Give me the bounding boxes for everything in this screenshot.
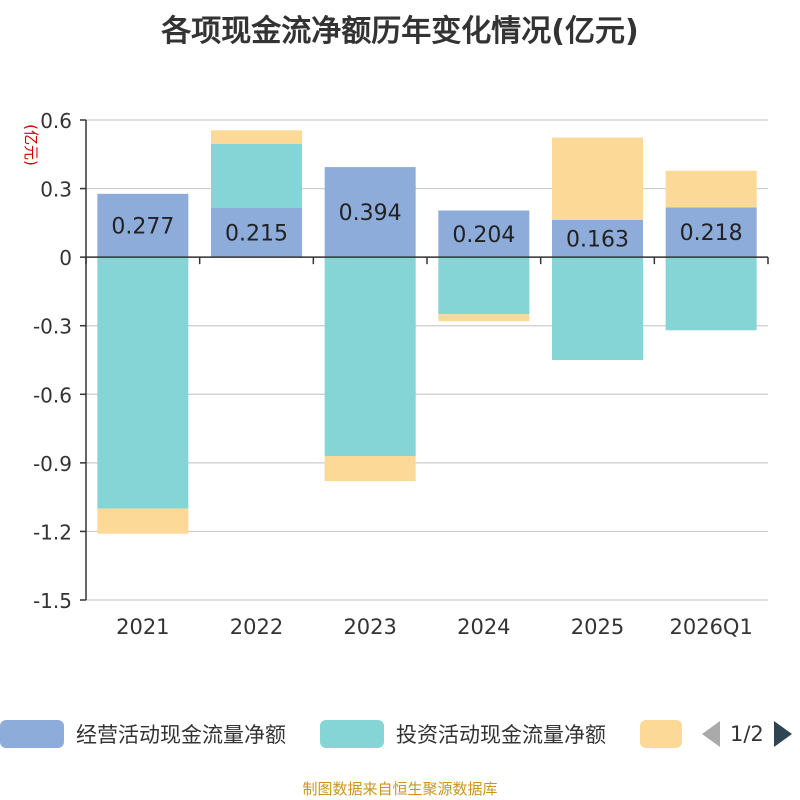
x-tick-label: 2023 [343,615,396,639]
x-tick-label: 2021 [116,615,169,639]
legend-item-financing[interactable] [640,716,682,752]
bar-series-0-2022[interactable] [211,208,302,258]
chart-title: 各项现金流净额历年变化情况(亿元) [161,14,639,49]
x-tick-label: 2022 [230,615,283,639]
data-label: 0.277 [111,214,174,239]
bar-series-1-2026Q1[interactable] [665,257,757,331]
bar-series-1-2024[interactable] [438,257,530,315]
bar-series-0-2024[interactable] [438,210,530,258]
legend-label-investing: 投资活动现金流量净额 [396,723,606,747]
legend-page-indicator: 1/2 [730,722,764,746]
y-tick-label: 0.3 [40,178,72,202]
bar-series-1-2022[interactable] [211,144,302,208]
bar-series-2-2022[interactable] [211,130,302,144]
legend-label-operating: 经营活动现金流量净额 [76,723,286,747]
data-label: 0.215 [225,222,288,247]
bar-series-0-2026Q1[interactable] [665,207,757,258]
y-tick-label: 0.6 [40,109,72,133]
y-tick-label: -1.5 [33,589,72,613]
legend-swatch-investing [320,720,384,748]
y-tick-label: -0.9 [33,452,72,476]
bar-series-2-2023[interactable] [324,456,416,482]
data-label: 0.394 [339,201,402,226]
y-axis-label: (亿元) [22,124,40,166]
bar-series-2-2021[interactable] [97,508,189,534]
legend-next-icon[interactable] [773,721,792,747]
legend-pager: 1/2 [702,716,792,752]
legend-item-investing[interactable]: 投资活动现金流量净额 [320,716,606,752]
bar-series-2-2024[interactable] [438,314,530,322]
x-tick-label: 2026Q1 [669,615,752,639]
bar-series-1-2023[interactable] [324,257,416,456]
chart-area: 0.6 0.3 0 -0.3 -0.6 -0.9 -1.2 -1.5 0.277 2021 0.21… [22,109,769,639]
bar-series-0-2021[interactable] [97,193,189,258]
data-label: 0.204 [452,223,515,248]
x-tick-label: 2024 [457,615,510,639]
y-tick-label: -1.2 [33,520,72,544]
legend-swatch-financing [640,720,682,748]
data-source-note: 制图数据来自恒生聚源数据库 [302,780,498,798]
axis-layer [80,119,769,601]
bar-series-1-2025[interactable] [552,257,643,360]
bar-series-1-2021[interactable] [97,257,189,509]
legend: 经营活动现金流量净额 投资活动现金流量净额 1/2 [0,716,800,752]
legend-prev-icon[interactable] [702,721,720,747]
y-tick-label: -0.3 [33,315,72,339]
x-tick-label: 2025 [571,615,624,639]
y-tick-label: 0 [59,246,72,270]
legend-item-operating[interactable]: 经营活动现金流量净额 [0,716,286,752]
data-label: 0.218 [680,221,743,246]
label-layer: 0.6 0.3 0 -0.3 -0.6 -0.9 -1.2 -1.5 0.277 2021 0.21… [33,109,753,639]
bar-series-2-2026Q1[interactable] [665,170,757,208]
legend-swatch-operating [0,720,64,748]
data-label: 0.163 [566,228,629,253]
bar-series-0-2023[interactable] [324,167,416,258]
y-tick-label: -0.6 [33,383,72,407]
bar-series-0-2025[interactable] [552,219,643,258]
bar-series-2-2025[interactable] [552,137,643,220]
bar-layer [97,130,757,534]
